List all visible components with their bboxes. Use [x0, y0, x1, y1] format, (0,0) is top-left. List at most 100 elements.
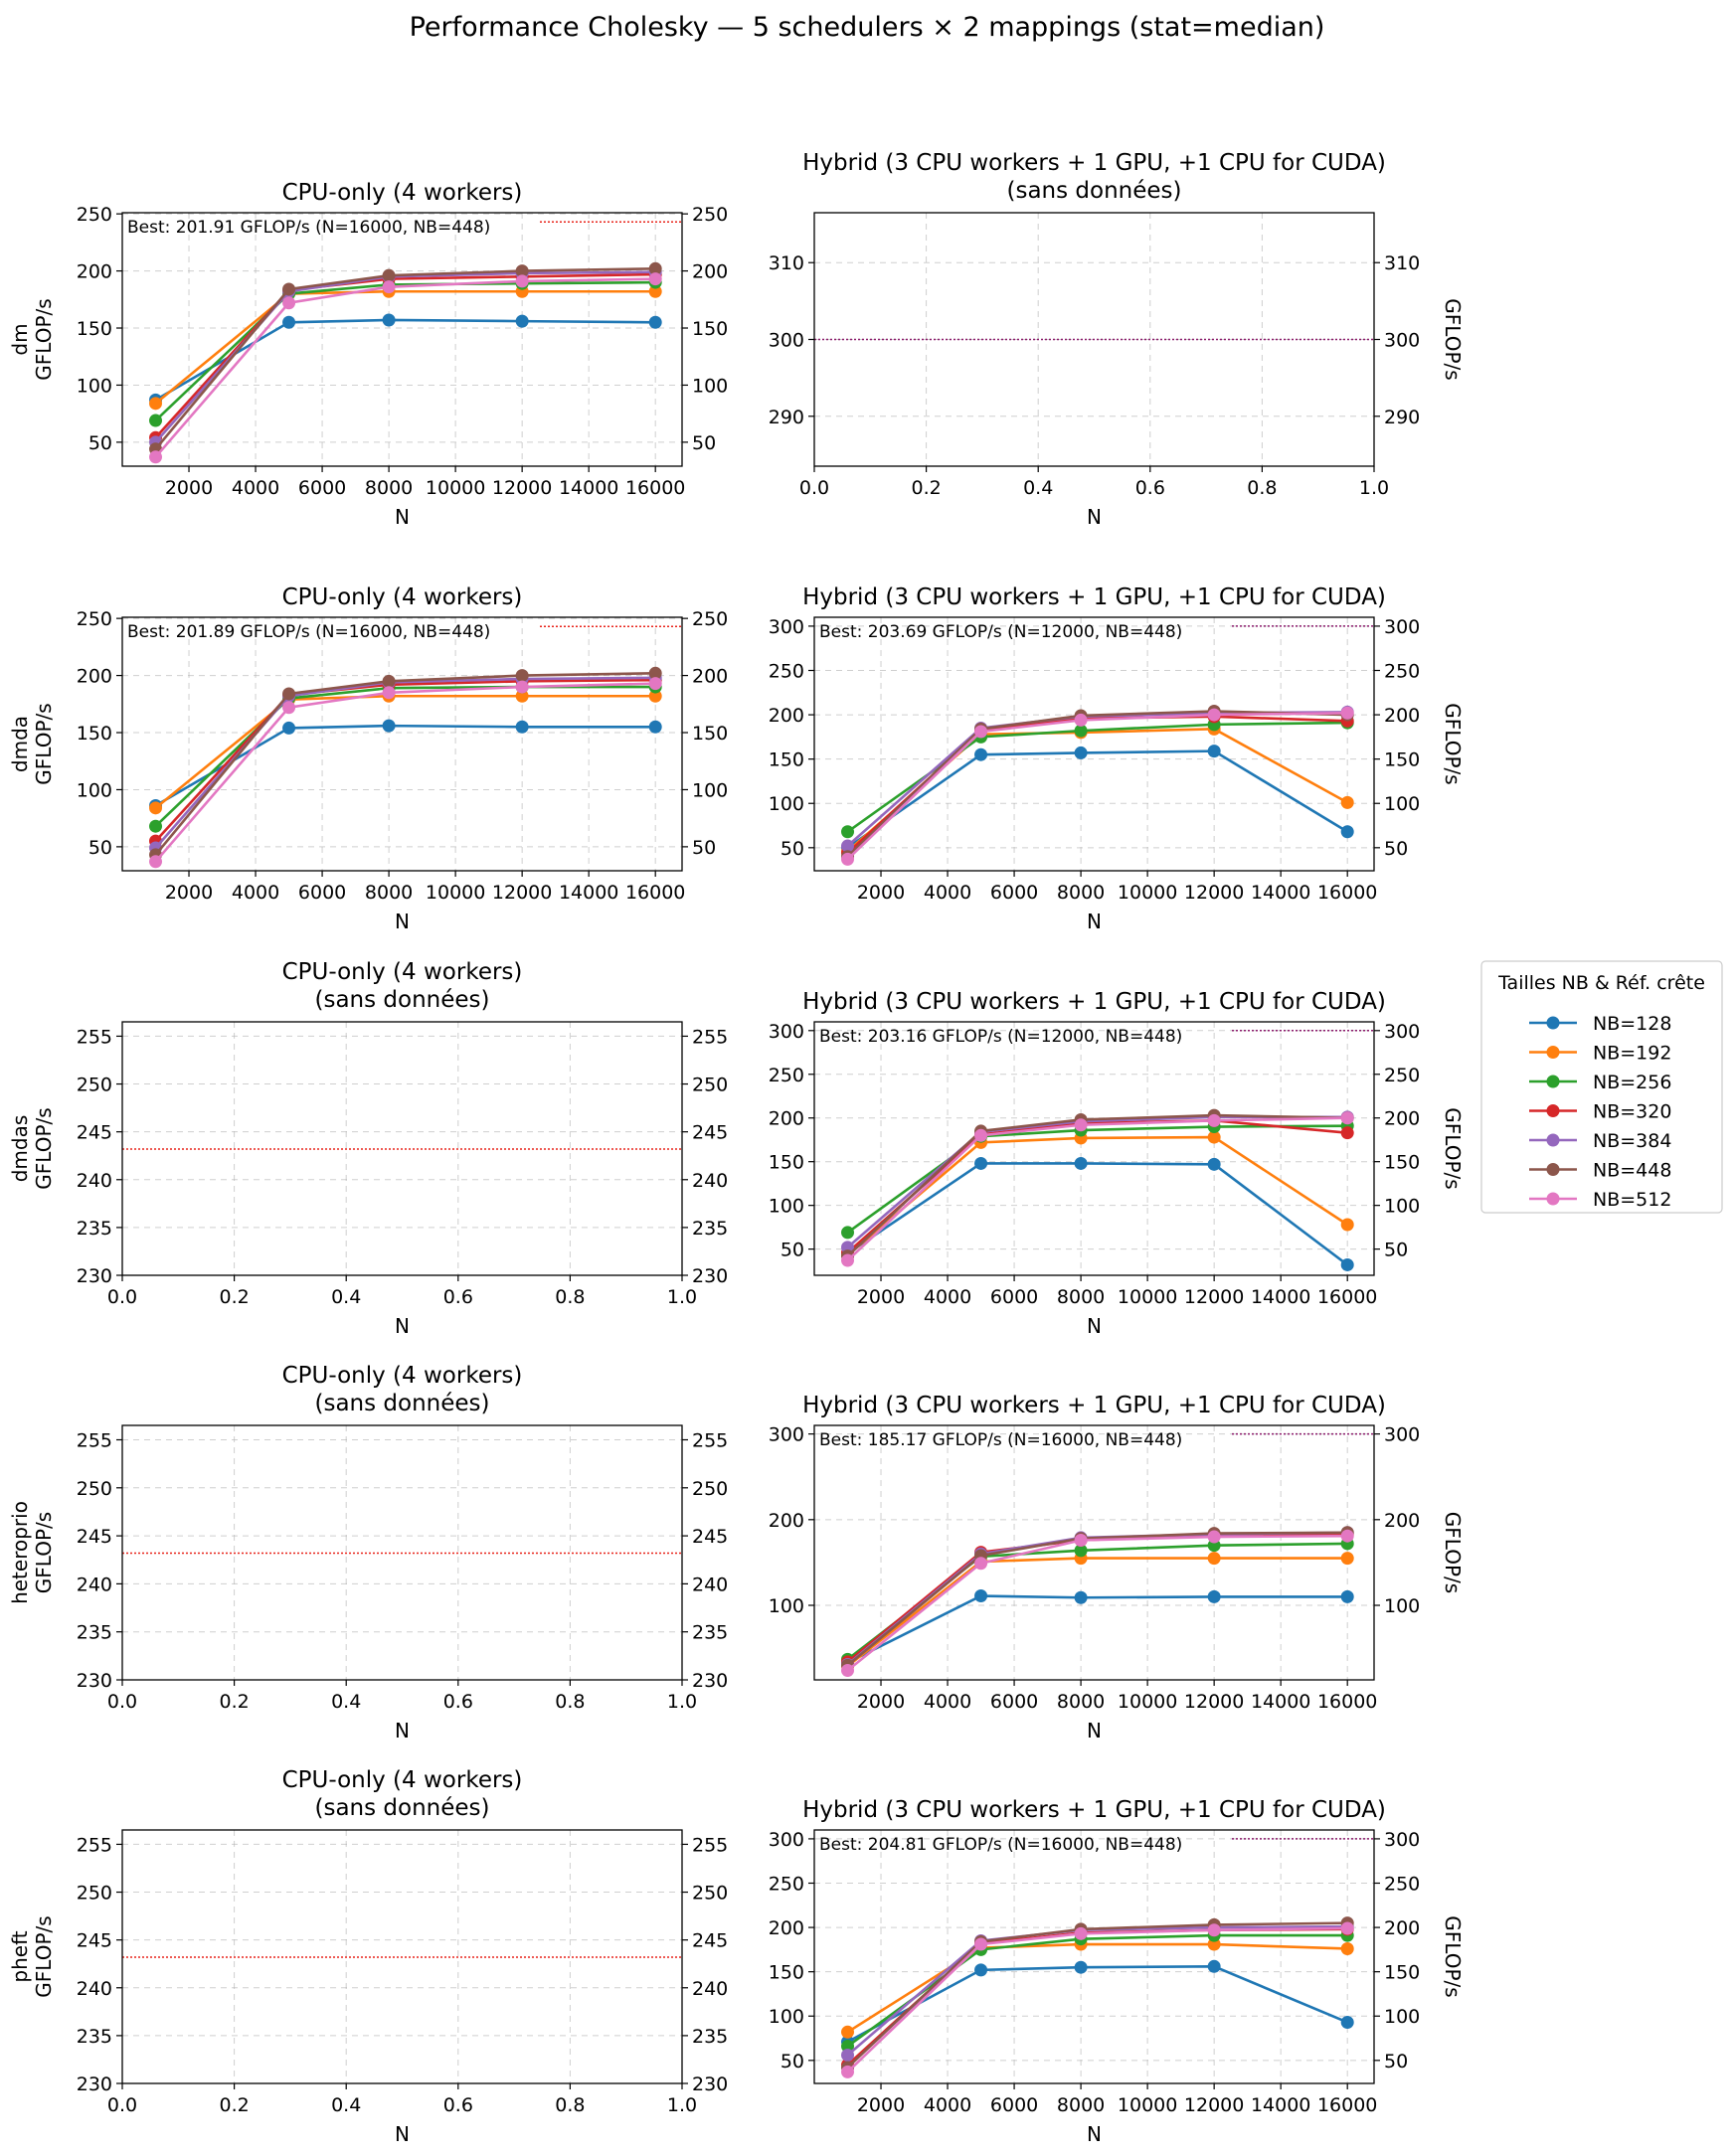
y-tick-label-left: 50 [88, 837, 112, 859]
x-tick-label: 0.4 [331, 1286, 361, 1308]
y-tick-label-left: 50 [88, 432, 112, 454]
y-tick-label-left: 50 [780, 2051, 804, 2073]
legend-marker-nb-192 [1546, 1046, 1560, 1059]
x-axis-label: N [1087, 2122, 1102, 2146]
x-tick-label: 6000 [990, 2094, 1038, 2116]
series-line-nb-512 [846, 1926, 1348, 2073]
x-tick-label: 2000 [857, 882, 905, 904]
series-line-nb-256 [154, 280, 656, 421]
y-tick-label-right: 255 [692, 1834, 728, 1856]
data-point-nb-192 [1207, 1552, 1221, 1566]
y-tick-label-left: 200 [77, 261, 112, 283]
data-point-nb-128 [515, 314, 529, 328]
y-tick-label-right: 50 [1384, 1240, 1408, 1261]
y-tick-label-left: 200 [769, 1917, 804, 1939]
x-axis-label: N [395, 910, 410, 933]
series-line-nb-128 [846, 1965, 1348, 2044]
data-point-nb-512 [1074, 1118, 1088, 1132]
data-point-nb-448 [382, 674, 396, 688]
x-tick-label: 14000 [559, 882, 618, 904]
axes-frame [121, 1829, 683, 2084]
best-annotation: Best: 204.81 GFLOP/s (N=16000, NB=448) [819, 1835, 1182, 1855]
data-point-nb-512 [149, 855, 163, 869]
y-tick-label-left: 100 [769, 1196, 804, 1218]
axes-frame [813, 616, 1375, 872]
series-line-nb-192 [846, 728, 1348, 853]
axes-frame [121, 1021, 683, 1276]
y-tick-label-left: 150 [769, 1152, 804, 1174]
y-axis-label-group: dm GFLOP/s [8, 298, 56, 380]
data-point-nb-192 [1340, 795, 1354, 809]
data-point-nb-128 [382, 313, 396, 327]
x-tick-label: 6000 [298, 882, 346, 904]
subplot-title: CPU-only (4 workers) [282, 180, 523, 206]
x-tick-label: 0.0 [107, 1691, 137, 1713]
x-axis-label: N [1087, 1314, 1102, 1338]
best-annotation: Best: 201.89 GFLOP/s (N=16000, NB=448) [127, 622, 490, 642]
y-tick-label-right: 50 [692, 432, 716, 454]
y-tick-label-left: 100 [77, 375, 112, 397]
data-point-nb-512 [841, 852, 855, 866]
data-point-nb-256 [149, 819, 163, 833]
y-tick-label-right: 290 [1384, 407, 1420, 428]
y-tick-label-left: 100 [769, 793, 804, 815]
y-axis-label: GFLOP/s [32, 1512, 56, 1593]
y-tick-label-left: 240 [77, 1170, 112, 1192]
subplot-title: Hybrid (3 CPU workers + 1 GPU, +1 CPU fo… [802, 150, 1386, 176]
series-line-nb-448 [846, 1113, 1348, 1257]
data-point-nb-128 [648, 315, 662, 329]
x-tick-label: 8000 [365, 882, 413, 904]
x-axis-label: N [1087, 505, 1102, 529]
axes-frame [121, 212, 683, 467]
y-tick-label-left: 250 [769, 660, 804, 682]
subplot-title: CPU-only (4 workers) [282, 1767, 523, 1793]
x-tick-label: 16000 [1317, 1286, 1377, 1308]
scheduler-label: dm [8, 323, 32, 355]
x-tick-label: 8000 [365, 477, 413, 499]
x-tick-label: 4000 [232, 882, 279, 904]
data-point-nb-192 [841, 2025, 855, 2039]
y-tick-label-right: 150 [692, 318, 728, 340]
y-tick-label-left: 250 [77, 608, 112, 630]
y-tick-label-left: 235 [77, 1218, 112, 1240]
subplot-dmdas-hybrid: 2000 4000 6000 8000 10000 12000 14000 16000 50 50… [769, 989, 1465, 1338]
y-axis-label: GFLOP/s [32, 703, 56, 784]
x-axis-label: N [1087, 910, 1102, 933]
x-tick-label: 10000 [1118, 1286, 1177, 1308]
x-tick-label: 14000 [1251, 882, 1310, 904]
y-tick-label-right: 240 [692, 1978, 728, 2000]
x-tick-label: 14000 [1251, 1691, 1310, 1713]
y-axis-label-right: GFLOP/s [1441, 1512, 1465, 1593]
legend-marker-nb-256 [1546, 1075, 1560, 1088]
y-tick-label-right: 250 [1384, 1873, 1420, 1895]
x-tick-label: 0.2 [911, 477, 941, 499]
y-tick-label-right: 250 [692, 608, 728, 630]
data-point-nb-256 [841, 825, 855, 839]
y-tick-label-right: 230 [692, 1265, 728, 1287]
y-tick-label-left: 100 [769, 1595, 804, 1617]
x-tick-label: 10000 [426, 882, 485, 904]
grid [814, 1830, 1374, 2083]
y-tick-label-left: 310 [769, 252, 804, 274]
y-tick-label-left: 255 [77, 1026, 112, 1048]
data-point-nb-512 [1207, 1113, 1221, 1127]
legend-title: Tailles NB & Réf. crête [1497, 972, 1705, 994]
x-axis-label: N [395, 1314, 410, 1338]
y-tick-label-left: 235 [77, 1622, 112, 1644]
data-point-nb-448 [515, 264, 529, 278]
y-tick-label-right: 235 [692, 2026, 728, 2048]
y-axis-label-right: GFLOP/s [1441, 1915, 1465, 1997]
x-tick-label: 16000 [625, 882, 685, 904]
series-line-nb-384 [846, 1115, 1348, 1248]
subplots: 2000 4000 6000 8000 10000 12000 14000 16000 50 50… [8, 150, 1465, 2146]
x-tick-label: 4000 [924, 882, 971, 904]
x-tick-label: 0.4 [331, 1691, 361, 1713]
x-tick-label: 4000 [924, 1691, 971, 1713]
x-tick-label: 6000 [990, 1691, 1038, 1713]
subplot-dmda-hybrid: 2000 4000 6000 8000 10000 12000 14000 16000 50 50… [769, 584, 1465, 933]
data-point-nb-128 [1340, 1589, 1354, 1603]
x-tick-label: 16000 [1317, 1691, 1377, 1713]
data-point-nb-192 [648, 284, 662, 298]
